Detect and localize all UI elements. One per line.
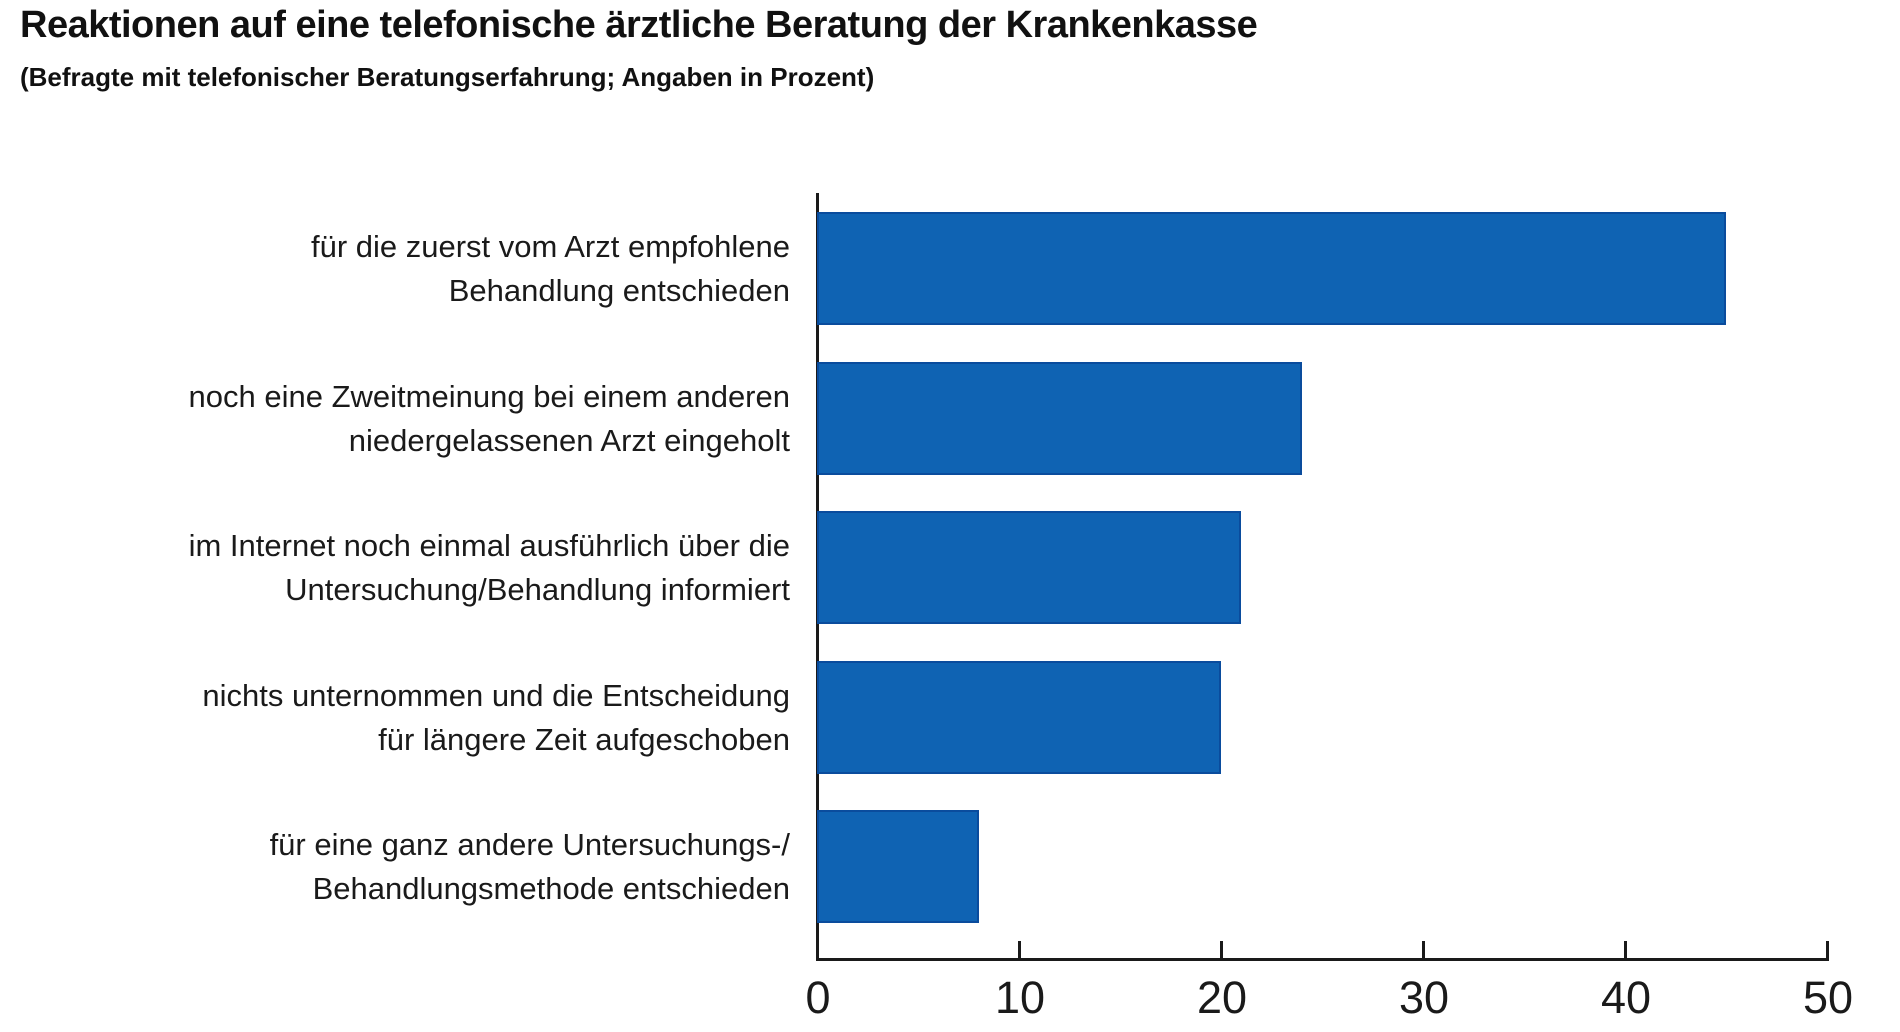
x-tick-label-0: 0	[805, 972, 831, 1023]
category-label-2-line-0: im Internet noch einmal ausführlich über…	[188, 527, 790, 563]
category-label-3-line-1: für längere Zeit aufgeschoben	[378, 721, 790, 757]
x-tick-label-50: 50	[1802, 972, 1854, 1023]
category-label-0-line-0: für die zuerst vom Arzt empfohlene	[310, 228, 790, 264]
x-tick-mark-40	[1624, 941, 1627, 958]
category-label-0-line-1: Behandlung entschieden	[448, 272, 790, 308]
category-label-3-line-0: nichts unternommen und die Entscheidung	[202, 677, 790, 713]
bar-0	[817, 212, 1726, 325]
x-tick-label-30: 30	[1398, 972, 1450, 1023]
x-tick-mark-30	[1422, 941, 1425, 958]
category-label-1: noch eine Zweitmeinung bei einem anderen…	[0, 362, 790, 475]
category-label-4-line-0: für eine ganz andere Untersuchungs-/	[269, 826, 790, 862]
x-tick-mark-50	[1826, 941, 1829, 958]
x-tick-label-20: 20	[1196, 972, 1248, 1023]
bar-1	[817, 362, 1302, 475]
x-tick-mark-20	[1220, 941, 1223, 958]
category-label-4-line-1: Behandlungsmethode entschieden	[312, 870, 790, 906]
category-label-1-line-1: niedergelassenen Arzt eingeholt	[348, 422, 790, 458]
x-tick-label-40: 40	[1600, 972, 1652, 1023]
category-label-3: nichts unternommen und die Entscheidung f…	[0, 661, 790, 774]
chart-subtitle: (Befragte mit telefonischer Beratungserf…	[20, 62, 875, 92]
x-axis-line	[816, 958, 1829, 961]
category-label-0: für die zuerst vom Arzt empfohlene Behand…	[0, 212, 790, 325]
bar-4	[817, 810, 979, 923]
category-label-1-line-0: noch eine Zweitmeinung bei einem anderen	[188, 378, 790, 414]
chart-title: Reaktionen auf eine telefonische ärztlic…	[20, 4, 1258, 46]
category-label-2: im Internet noch einmal ausführlich über…	[0, 511, 790, 624]
category-label-2-line-1: Untersuchung/Behandlung informiert	[285, 571, 790, 607]
bar-2	[817, 511, 1241, 624]
x-tick-label-10: 10	[994, 972, 1046, 1023]
x-tick-mark-10	[1018, 941, 1021, 958]
bar-3	[817, 661, 1221, 774]
category-label-4: für eine ganz andere Untersuchungs-/ Beha…	[0, 810, 790, 923]
